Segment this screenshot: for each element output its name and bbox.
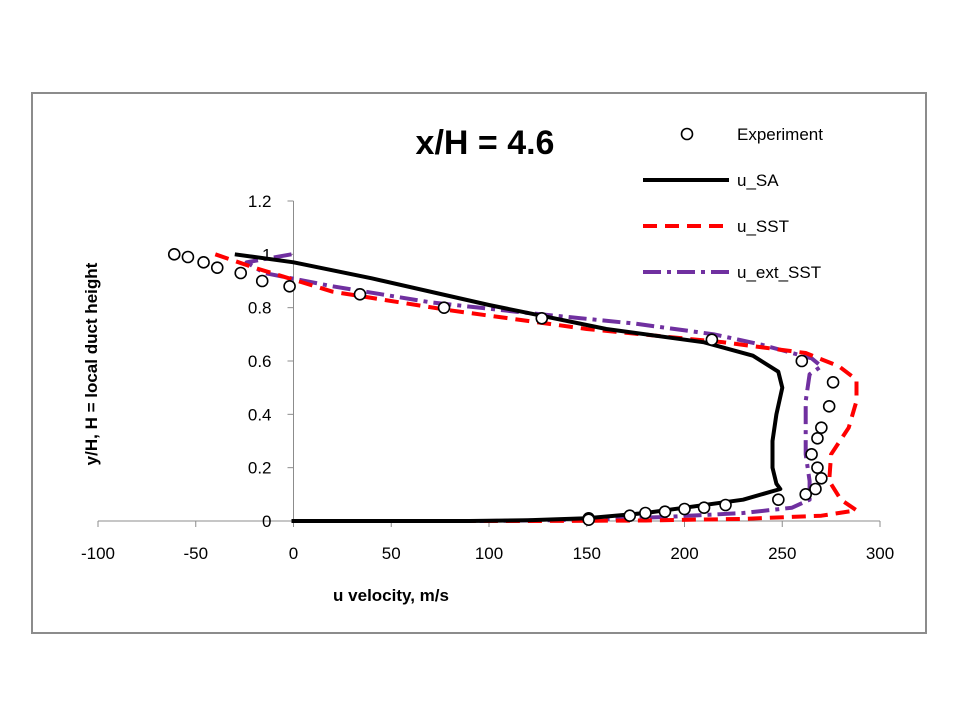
- experiment-marker: [809, 482, 822, 496]
- legend: Experiment u_SA u_SST u_ext_SST: [643, 125, 823, 282]
- series-layer: [167, 248, 859, 526]
- experiment-marker: [815, 472, 828, 485]
- x-tick-label: 250: [768, 544, 796, 563]
- x-tick-label: 200: [670, 544, 698, 563]
- series-line-u-sst: [214, 252, 859, 523]
- axes-layer: -100 -50 0 50 100 150 200 250 300 0 0.2 0.4 0.6 0.8 1 1…: [81, 192, 894, 563]
- experiment-marker: [283, 280, 296, 293]
- experiment-marker: [805, 448, 818, 461]
- experiment-marker: [210, 261, 224, 274]
- experiment-marker: [167, 248, 181, 261]
- series-line-u-ext-sst: [244, 252, 824, 523]
- experiment-marker: [811, 461, 824, 474]
- experiment-marker: [719, 498, 732, 512]
- chart-title: x/H = 4.6: [416, 124, 555, 162]
- x-tick-label: -50: [183, 544, 208, 563]
- experiment-marker: [697, 501, 711, 514]
- y-tick-label: 1.2: [248, 192, 272, 211]
- experiment-marker: [772, 493, 785, 506]
- legend-marker-experiment: [680, 127, 694, 141]
- y-tick-label: 0.6: [248, 352, 272, 371]
- x-tick-label: 50: [382, 544, 401, 563]
- experiment-marker: [255, 274, 269, 288]
- experiment-marker: [658, 505, 672, 518]
- experiment-marker: [623, 509, 637, 522]
- legend-label: u_ext_SST: [737, 263, 821, 282]
- y-tick-label: 0.2: [248, 459, 272, 478]
- experiment-marker: [535, 312, 549, 325]
- experiment-marker: [822, 400, 836, 413]
- experiment-marker: [234, 266, 248, 280]
- experiment-marker: [705, 333, 719, 346]
- x-tick-label: 150: [573, 544, 601, 563]
- legend-label: u_SA: [737, 171, 779, 190]
- experiment-marker: [678, 502, 691, 516]
- y-axis-label: y/H, H = local duct height: [82, 262, 101, 465]
- y-tick-label: 0.4: [248, 405, 272, 424]
- x-axis-label: u velocity, m/s: [333, 586, 449, 605]
- experiment-marker: [815, 421, 828, 434]
- experiment-marker: [197, 256, 210, 269]
- x-tick-label: 100: [475, 544, 503, 563]
- x-tick-label: -100: [81, 544, 115, 563]
- experiment-marker: [437, 301, 451, 314]
- chart-svg: -100 -50 0 50 100 150 200 250 300 0 0.2 0.4 0.6 0.8 1 1…: [81, 124, 894, 605]
- y-tick-label: 0: [262, 512, 271, 531]
- experiment-marker: [639, 506, 652, 520]
- x-tick-label: 300: [866, 544, 894, 563]
- experiment-marker: [799, 488, 813, 501]
- experiment-marker: [826, 376, 840, 389]
- experiment-marker: [811, 432, 824, 445]
- experiment-marker: [795, 354, 809, 368]
- y-tick-label: 0.8: [248, 299, 272, 318]
- series-line-u-sa: [234, 252, 785, 523]
- chart-frame: -100 -50 0 50 100 150 200 250 300 0 0.2 0.4 0.6 0.8 1 1…: [31, 92, 927, 634]
- x-tick-label: 0: [289, 544, 298, 563]
- legend-label: u_SST: [737, 217, 789, 236]
- experiment-marker: [353, 288, 367, 301]
- experiment-marker: [582, 513, 596, 526]
- y-tick-label: 1: [262, 245, 271, 264]
- legend-label: Experiment: [737, 125, 823, 144]
- experiment-marker: [181, 250, 195, 264]
